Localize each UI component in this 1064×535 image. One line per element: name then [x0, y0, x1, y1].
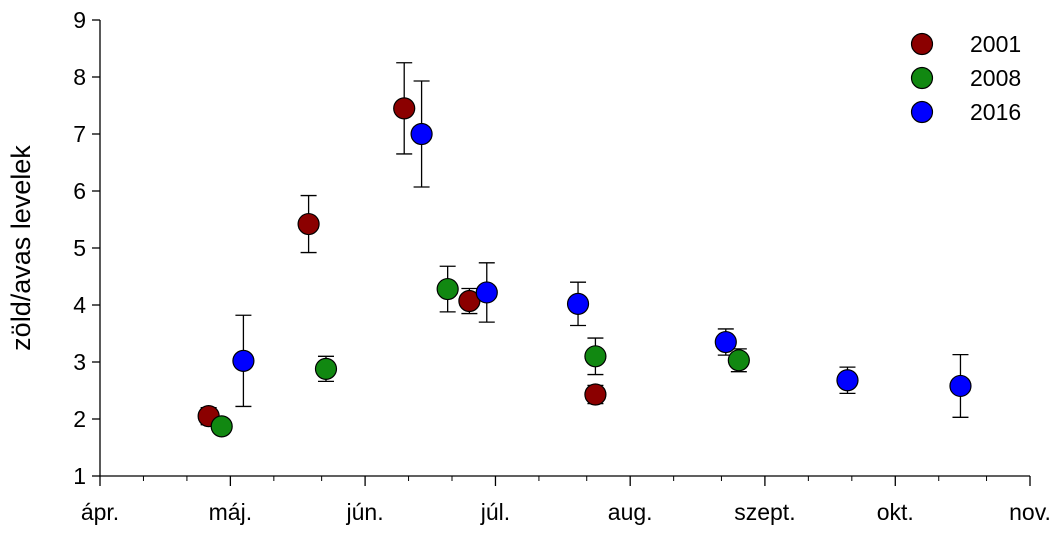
y-tick-label: 8 — [73, 64, 86, 90]
y-tick-label: 2 — [73, 406, 86, 432]
legend-label: 2016 — [970, 99, 1021, 125]
data-point-2016 — [836, 369, 859, 392]
data-point-2008 — [314, 357, 338, 380]
y-tick-label: 4 — [73, 292, 86, 318]
y-tick-label: 1 — [73, 463, 86, 489]
legend-marker — [910, 100, 934, 124]
x-tick-label: nov. — [1009, 499, 1051, 525]
data-point-2008 — [727, 349, 750, 372]
data-point-2016 — [714, 330, 737, 354]
legend-marker — [910, 32, 934, 56]
x-tick-label: okt. — [877, 499, 914, 525]
data-point-2016 — [949, 374, 972, 398]
data-point-2016 — [475, 281, 498, 304]
ticks: 1 2 3 4 5 6 7 8 9 ápr. máj. jún. júl. aug. szept. okt. n… — [73, 7, 1051, 525]
x-tick-label: szept. — [734, 499, 795, 525]
axes — [99, 20, 1030, 477]
data-point-2016 — [566, 292, 590, 315]
data-point-2008 — [584, 345, 607, 368]
data-point-2001 — [393, 97, 416, 120]
legend-marker — [910, 66, 934, 90]
y-tick-label: 9 — [73, 7, 86, 33]
x-tick-label: aug. — [608, 499, 653, 525]
data-points — [197, 97, 972, 438]
data-point-2016 — [410, 122, 433, 146]
y-tick-label: 6 — [73, 178, 86, 204]
data-point-2016 — [232, 349, 255, 372]
x-tick-label: máj. — [209, 499, 252, 525]
y-tick-label: 7 — [73, 121, 86, 147]
data-point-2001 — [297, 212, 320, 236]
y-axis-label: zöld/avas levelek — [6, 145, 36, 351]
legend-label: 2008 — [970, 65, 1021, 91]
x-tick-label: ápr. — [81, 499, 119, 525]
legend-label: 2001 — [970, 31, 1021, 57]
legend: 2001 2008 2016 — [910, 31, 1021, 125]
x-tick-label: jún. — [346, 499, 384, 525]
x-tick-label: júl. — [480, 499, 510, 525]
y-tick-label: 3 — [73, 349, 86, 375]
data-point-2001 — [584, 383, 607, 406]
data-point-2008 — [436, 277, 459, 301]
data-point-2008 — [210, 415, 233, 438]
y-tick-label: 5 — [73, 235, 86, 261]
